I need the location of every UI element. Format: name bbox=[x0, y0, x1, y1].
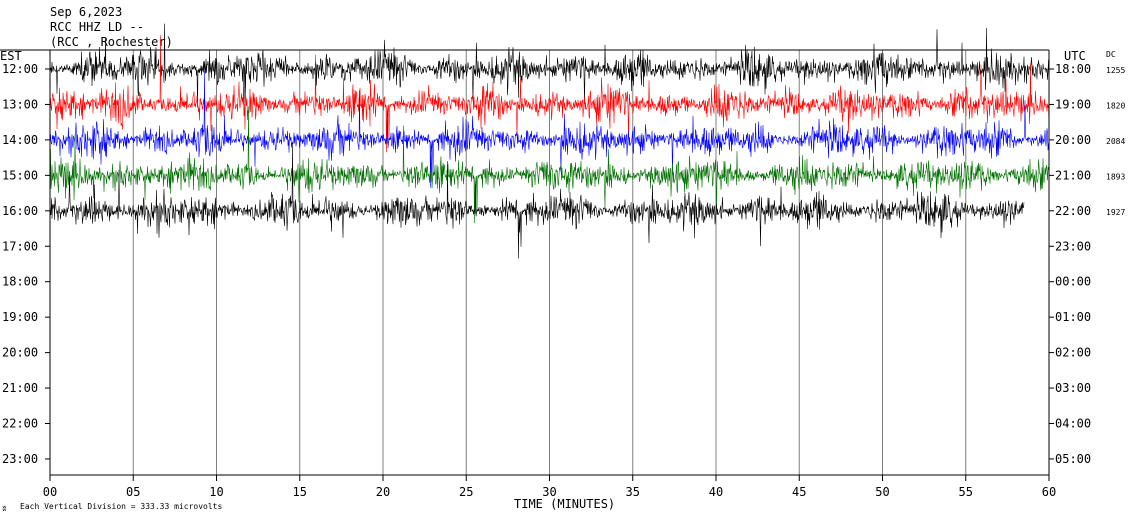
left-hour-label-5: 17:00 bbox=[2, 239, 38, 253]
right-hour-label-0: 18:00 bbox=[1055, 62, 1091, 76]
left-hour-label-3: 15:00 bbox=[2, 168, 38, 182]
right-hour-label-8: 02:00 bbox=[1055, 346, 1091, 360]
right-hour-label-10: 04:00 bbox=[1055, 417, 1091, 431]
axis-labels: 00 05 10 15 20 25 30 35 40 45 50 55 60 12:00 18:00 13:0… bbox=[2, 62, 1125, 499]
dc-value-row-3: 1893 bbox=[1106, 172, 1125, 181]
right-axis-title: UTC bbox=[1064, 49, 1086, 63]
trace-row-1 bbox=[49, 35, 1050, 153]
x-tick-label-00: 00 bbox=[43, 485, 57, 499]
x-tick-label-60: 60 bbox=[1042, 485, 1056, 499]
x-tick-label-40: 40 bbox=[709, 485, 723, 499]
right-hour-label-9: 03:00 bbox=[1055, 381, 1091, 395]
trace-row-0 bbox=[49, 23, 1050, 116]
x-tick-label-55: 55 bbox=[959, 485, 973, 499]
left-hour-label-4: 16:00 bbox=[2, 204, 38, 218]
x-tick-label-45: 45 bbox=[792, 485, 806, 499]
left-hour-label-9: 21:00 bbox=[2, 381, 38, 395]
right-hour-label-7: 01:00 bbox=[1055, 310, 1091, 324]
trace-row-3 bbox=[49, 106, 1050, 224]
x-axis-title: TIME (MINUTES) bbox=[514, 497, 615, 511]
x-tick-label-25: 25 bbox=[459, 485, 473, 499]
trace-group bbox=[49, 23, 1050, 259]
corner-mark: ʬ bbox=[2, 504, 7, 513]
grid-lines bbox=[132, 50, 967, 475]
right-hour-label-5: 23:00 bbox=[1055, 239, 1091, 253]
left-hour-label-2: 14:00 bbox=[2, 133, 38, 147]
x-tick-label-30: 30 bbox=[542, 485, 556, 499]
x-tick-label-50: 50 bbox=[875, 485, 889, 499]
dc-value-row-4: 1927 bbox=[1106, 208, 1125, 217]
header-date: Sep 6,2023 bbox=[50, 5, 123, 19]
scale-note: Each Vertical Division = 333.33 microvol… bbox=[20, 502, 222, 511]
x-tick-label-35: 35 bbox=[626, 485, 640, 499]
left-hour-label-7: 19:00 bbox=[2, 310, 38, 324]
left-axis-title: EST bbox=[0, 49, 22, 63]
left-hour-label-1: 13:00 bbox=[2, 97, 38, 111]
dc-value-row-1: 1820 bbox=[1106, 101, 1125, 110]
header-channel: RCC HHZ LD -- bbox=[50, 20, 144, 34]
plot-frame bbox=[0, 49, 1054, 481]
right-hour-label-3: 21:00 bbox=[1055, 168, 1091, 182]
left-hour-label-0: 12:00 bbox=[2, 62, 38, 76]
x-tick-label-15: 15 bbox=[293, 485, 307, 499]
dc-value-row-0: 1255 bbox=[1106, 66, 1125, 75]
left-hour-label-10: 22:00 bbox=[2, 417, 38, 431]
left-hour-label-6: 18:00 bbox=[2, 275, 38, 289]
x-tick-label-05: 05 bbox=[126, 485, 140, 499]
x-tick-label-20: 20 bbox=[376, 485, 390, 499]
right-hour-label-11: 05:00 bbox=[1055, 452, 1091, 466]
x-tick-label-10: 10 bbox=[209, 485, 223, 499]
trace-row-4 bbox=[49, 141, 1025, 259]
dc-column-title: DC bbox=[1106, 50, 1116, 59]
right-hour-label-6: 00:00 bbox=[1055, 275, 1091, 289]
trace-row-2 bbox=[49, 70, 1050, 188]
right-hour-label-2: 20:00 bbox=[1055, 133, 1091, 147]
header-station: (RCC , Rochester) bbox=[50, 35, 173, 49]
left-hour-label-11: 23:00 bbox=[2, 452, 38, 466]
left-hour-label-8: 20:00 bbox=[2, 346, 38, 360]
right-hour-label-4: 22:00 bbox=[1055, 204, 1091, 218]
right-hour-label-1: 19:00 bbox=[1055, 97, 1091, 111]
dc-value-row-2: 2084 bbox=[1106, 137, 1125, 146]
